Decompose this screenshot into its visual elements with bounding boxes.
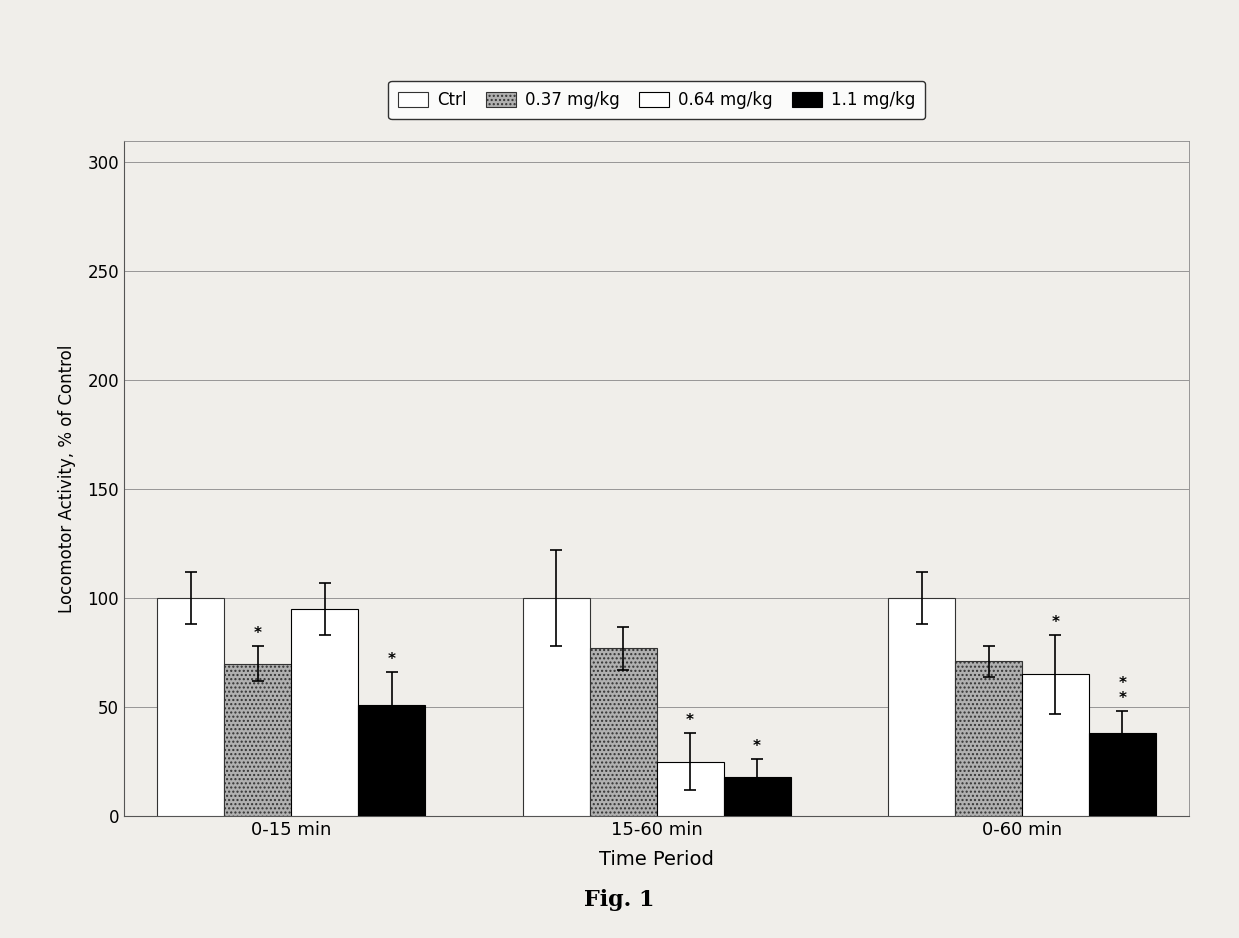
Text: *: * bbox=[254, 626, 261, 641]
X-axis label: Time Period: Time Period bbox=[600, 850, 714, 869]
Bar bbox=[523, 598, 590, 816]
Bar bbox=[157, 598, 224, 816]
Legend: Ctrl, 0.37 mg/kg, 0.64 mg/kg, 1.1 mg/kg: Ctrl, 0.37 mg/kg, 0.64 mg/kg, 1.1 mg/kg bbox=[388, 81, 926, 119]
Bar bbox=[724, 777, 790, 816]
Bar bbox=[224, 663, 291, 816]
Bar bbox=[888, 598, 955, 816]
Text: *: * bbox=[1119, 675, 1126, 690]
Bar bbox=[1022, 674, 1089, 816]
Text: *: * bbox=[753, 739, 761, 754]
Bar bbox=[955, 661, 1022, 816]
Text: *: * bbox=[1052, 614, 1059, 629]
Text: *: * bbox=[686, 713, 694, 728]
Text: *: * bbox=[388, 652, 395, 667]
Text: *: * bbox=[1119, 691, 1126, 706]
Bar bbox=[657, 762, 724, 816]
Bar bbox=[358, 705, 425, 816]
Bar bbox=[291, 609, 358, 816]
Text: Fig. 1: Fig. 1 bbox=[585, 889, 654, 912]
Y-axis label: Locomotor Activity, % of Control: Locomotor Activity, % of Control bbox=[58, 344, 77, 613]
Bar bbox=[1089, 734, 1156, 816]
Bar bbox=[590, 648, 657, 816]
